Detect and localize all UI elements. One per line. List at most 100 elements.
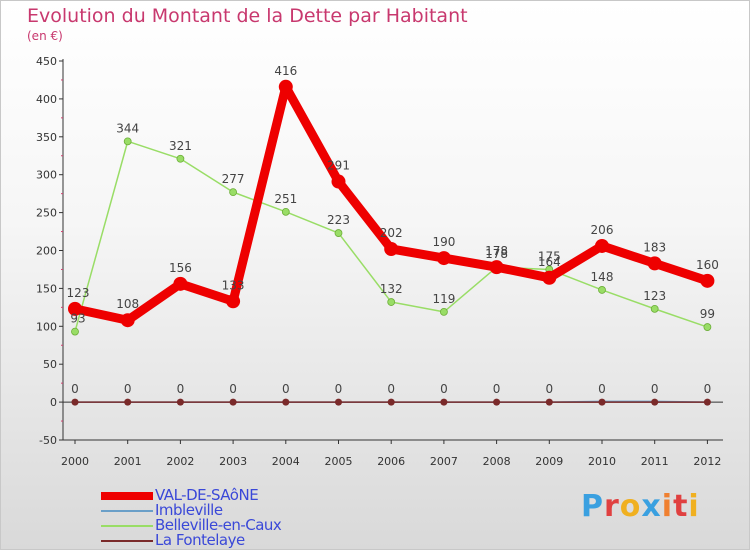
data-point-la-fontelaye (335, 398, 342, 406)
legend-swatch-belleville (101, 525, 153, 527)
data-label-val-de-saone: 108 (116, 297, 139, 311)
data-point-belleville-en-caux (281, 207, 290, 216)
data-label-val-de-saone: 133 (222, 278, 245, 292)
x-tick-label: 2012 (693, 455, 721, 468)
data-label-val-de-saone: 178 (485, 244, 508, 258)
data-point-belleville-en-caux (229, 188, 238, 197)
data-point-la-fontelaye (651, 398, 659, 406)
x-tick-label: 2001 (114, 455, 142, 468)
data-label-val-de-saone: 206 (591, 223, 614, 237)
data-label-zero: 0 (124, 382, 132, 396)
data-point-belleville-en-caux (123, 137, 132, 146)
x-tick-label: 2003 (219, 455, 247, 468)
data-label-val-de-saone: 190 (432, 235, 455, 249)
x-tick-label: 2007 (430, 455, 458, 468)
axes: -50 0 50 100 150 200 250 300 350 400 450 2000 2001 20… (36, 55, 723, 468)
y-tick-label: 300 (36, 169, 57, 182)
x-tick-label: 2008 (483, 455, 511, 468)
data-point-belleville-en-caux (387, 298, 396, 306)
y-tick-label: -50 (39, 434, 57, 447)
data-point-la-fontelaye (703, 398, 711, 406)
x-tick-label: 2011 (641, 455, 669, 468)
legend-swatch-val-de-saone (101, 492, 153, 500)
data-label-belleville-en-caux: 344 (116, 121, 139, 135)
y-tick-label: 450 (36, 55, 57, 68)
y-tick-label: 250 (36, 207, 57, 220)
data-point-la-fontelaye (124, 398, 132, 406)
data-label-zero: 0 (545, 382, 553, 396)
series-layer (68, 79, 715, 406)
data-label-zero: 0 (493, 382, 501, 396)
data-label-belleville-en-caux: 93 (70, 312, 85, 326)
y-tick-label: 200 (36, 245, 57, 258)
data-point-val-de-saone (278, 79, 293, 94)
data-point-val-de-saone (68, 301, 82, 316)
legend-swatch-la-fontelaye (101, 540, 153, 542)
x-tick-label: 2004 (272, 455, 300, 468)
chart-title: Evolution du Montant de la Dette par Hab… (27, 5, 468, 27)
y-tick-label: 0 (50, 396, 57, 409)
data-label-val-de-saone: 160 (696, 258, 719, 272)
data-point-val-de-saone (489, 260, 504, 275)
x-tick-label: 2010 (588, 455, 616, 468)
legend-swatch-imbleville (101, 510, 153, 512)
data-label-val-de-saone: 156 (169, 261, 192, 275)
data-point-belleville-en-caux (650, 304, 659, 313)
data-label-val-de-saone: 164 (538, 255, 561, 269)
data-label-belleville-en-caux: 99 (700, 307, 715, 321)
data-point-la-fontelaye (282, 398, 290, 406)
data-point-val-de-saone (331, 174, 346, 189)
x-tick-label: 2000 (61, 455, 89, 468)
data-label-belleville-en-caux: 119 (432, 292, 455, 306)
data-point-la-fontelaye (176, 398, 184, 406)
data-label-zero: 0 (229, 382, 237, 396)
data-point-belleville-en-caux (598, 286, 606, 294)
data-point-val-de-saone (647, 256, 662, 271)
y-tick-label: 100 (36, 320, 57, 333)
data-point-la-fontelaye (545, 398, 553, 406)
data-point-val-de-saone (700, 273, 715, 288)
data-label-zero: 0 (651, 382, 659, 396)
data-point-la-fontelaye (71, 398, 79, 406)
data-point-val-de-saone (436, 251, 451, 266)
data-point-val-de-saone (542, 270, 557, 285)
legend-label-la-fontelaye: La Fontelaye (155, 531, 245, 549)
data-point-val-de-saone (226, 294, 241, 309)
y-tick-label: 50 (43, 358, 57, 371)
data-point-val-de-saone (120, 313, 135, 328)
data-point-belleville-en-caux (71, 327, 79, 336)
data-label-belleville-en-caux: 148 (591, 270, 614, 284)
legend-label-val-de-saone: VAL-DE-SAôNE (155, 486, 259, 504)
data-label-zero: 0 (71, 382, 79, 396)
data-point-la-fontelaye (440, 398, 448, 406)
data-label-belleville-en-caux: 251 (274, 192, 297, 206)
data-label-zero: 0 (177, 382, 185, 396)
y-tick-label: 150 (36, 282, 57, 295)
y-tick-label: 400 (36, 93, 57, 106)
legend-label-imbleville: Imbleville (155, 501, 223, 519)
data-label-val-de-saone: 183 (643, 240, 666, 254)
data-label-belleville-en-caux: 321 (169, 139, 192, 153)
data-point-val-de-saone (595, 238, 609, 253)
data-point-la-fontelaye (387, 398, 395, 406)
data-point-belleville-en-caux (176, 154, 185, 163)
chart-subtitle: (en €) (27, 29, 63, 43)
data-label-belleville-en-caux: 175 (538, 249, 561, 263)
x-tick-label: 2006 (377, 455, 405, 468)
data-label-val-de-saone: 291 (327, 159, 350, 173)
proxiti-logo: Proxiti (581, 489, 700, 524)
data-label-belleville-en-caux: 123 (643, 289, 666, 303)
data-point-la-fontelaye (493, 398, 501, 406)
data-label-belleville-en-caux: 178 (485, 247, 508, 261)
data-label-zero: 0 (704, 382, 712, 396)
x-tick-label: 2002 (166, 455, 194, 468)
data-point-val-de-saone (384, 241, 399, 256)
data-label-zero: 0 (387, 382, 395, 396)
data-label-zero: 0 (598, 382, 606, 396)
data-point-belleville-en-caux (703, 323, 712, 331)
data-point-val-de-saone (173, 276, 188, 291)
data-labels: 123 108 156 133 416 291 202 190 178 164 206 183 160 9… (67, 64, 719, 396)
data-label-val-de-saone: 416 (274, 64, 297, 78)
